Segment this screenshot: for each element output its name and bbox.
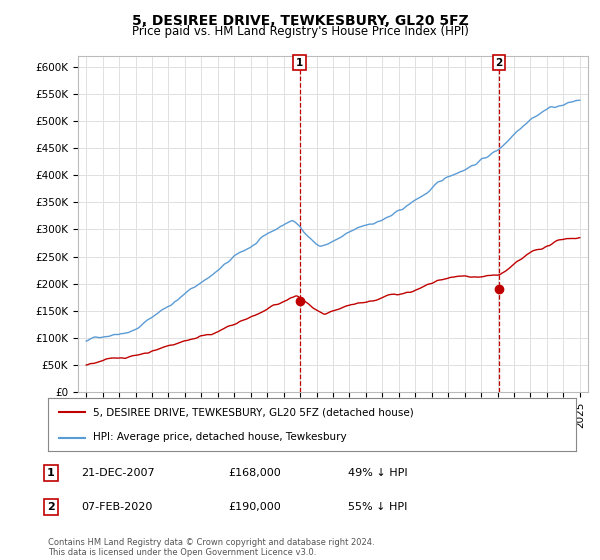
Text: HPI: Average price, detached house, Tewkesbury: HPI: Average price, detached house, Tewk… <box>93 432 347 442</box>
Text: 2: 2 <box>496 58 503 68</box>
Text: 55% ↓ HPI: 55% ↓ HPI <box>348 502 407 512</box>
Text: 1: 1 <box>296 58 303 68</box>
Text: 2: 2 <box>47 502 55 512</box>
Text: 5, DESIREE DRIVE, TEWKESBURY, GL20 5FZ: 5, DESIREE DRIVE, TEWKESBURY, GL20 5FZ <box>131 14 469 28</box>
Text: Price paid vs. HM Land Registry's House Price Index (HPI): Price paid vs. HM Land Registry's House … <box>131 25 469 38</box>
Text: 5, DESIREE DRIVE, TEWKESBURY, GL20 5FZ (detached house): 5, DESIREE DRIVE, TEWKESBURY, GL20 5FZ (… <box>93 408 413 418</box>
Text: Contains HM Land Registry data © Crown copyright and database right 2024.
This d: Contains HM Land Registry data © Crown c… <box>48 538 374 557</box>
Text: £168,000: £168,000 <box>228 468 281 478</box>
Text: 07-FEB-2020: 07-FEB-2020 <box>81 502 152 512</box>
Text: 49% ↓ HPI: 49% ↓ HPI <box>348 468 407 478</box>
Text: £190,000: £190,000 <box>228 502 281 512</box>
Text: 1: 1 <box>47 468 55 478</box>
Text: 21-DEC-2007: 21-DEC-2007 <box>81 468 155 478</box>
